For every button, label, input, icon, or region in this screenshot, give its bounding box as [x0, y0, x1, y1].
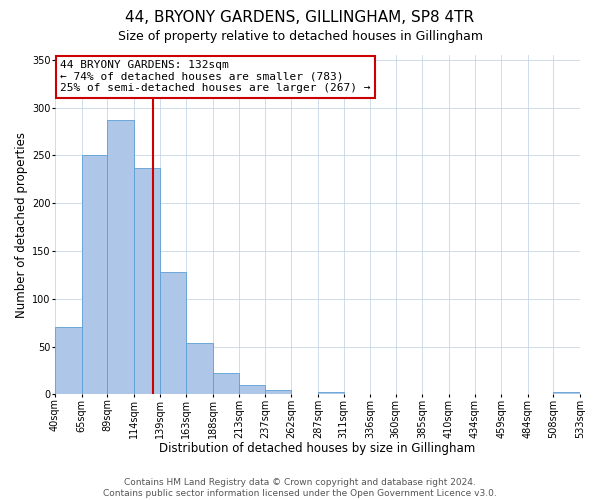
Bar	[553, 392, 580, 394]
Bar	[55, 328, 82, 394]
Bar	[186, 342, 212, 394]
X-axis label: Distribution of detached houses by size in Gillingham: Distribution of detached houses by size …	[160, 442, 476, 455]
Bar	[82, 156, 107, 394]
Bar	[107, 120, 134, 394]
Text: 44, BRYONY GARDENS, GILLINGHAM, SP8 4TR: 44, BRYONY GARDENS, GILLINGHAM, SP8 4TR	[125, 10, 475, 25]
Bar	[265, 390, 292, 394]
Text: Contains HM Land Registry data © Crown copyright and database right 2024.
Contai: Contains HM Land Registry data © Crown c…	[103, 478, 497, 498]
Bar	[239, 384, 265, 394]
Y-axis label: Number of detached properties: Number of detached properties	[15, 132, 28, 318]
Text: Size of property relative to detached houses in Gillingham: Size of property relative to detached ho…	[118, 30, 482, 43]
Bar	[318, 392, 344, 394]
Bar	[134, 168, 160, 394]
Bar	[212, 374, 239, 394]
Bar	[160, 272, 186, 394]
Text: 44 BRYONY GARDENS: 132sqm
← 74% of detached houses are smaller (783)
25% of semi: 44 BRYONY GARDENS: 132sqm ← 74% of detac…	[60, 60, 371, 94]
